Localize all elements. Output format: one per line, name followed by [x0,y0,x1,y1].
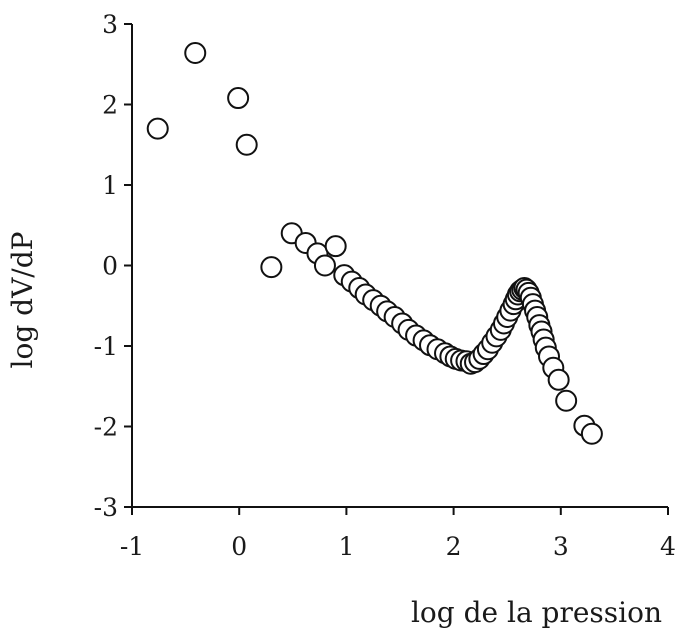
data-point [235,133,258,156]
x-axis-title: log de la pression [411,596,662,629]
x-tick-label: 4 [660,532,675,561]
y-tick-label: -3 [94,493,118,522]
data-point [146,117,169,140]
data-point [324,235,347,258]
x-axis-ticks: -1 0 1 2 3 4 [120,507,675,561]
y-axis-ticks: -3 -2 -1 0 1 2 3 [94,10,132,522]
y-tick-label: 0 [102,252,118,281]
data-point [260,256,283,279]
x-tick-label: 3 [553,532,569,561]
y-tick-label: -1 [94,332,118,361]
y-tick-label: 1 [102,171,118,200]
data-point [580,422,603,445]
y-axis: -3 -2 -1 0 1 2 3 [94,10,133,522]
y-axis-title: log dV/dP [6,232,39,369]
x-tick-label: 2 [446,532,462,561]
data-point [184,41,207,64]
x-axis: -1 0 1 2 3 4 [120,506,675,561]
data-point [313,254,336,277]
data-point [227,87,250,110]
x-tick-label: 0 [231,532,247,561]
data-point [555,389,578,412]
x-tick-label: -1 [120,532,144,561]
data-points [146,41,603,445]
y-tick-label: 3 [102,10,118,39]
x-tick-label: 1 [338,532,354,561]
data-point [547,368,570,391]
y-tick-label: 2 [102,91,118,120]
y-tick-label: -2 [94,413,118,442]
